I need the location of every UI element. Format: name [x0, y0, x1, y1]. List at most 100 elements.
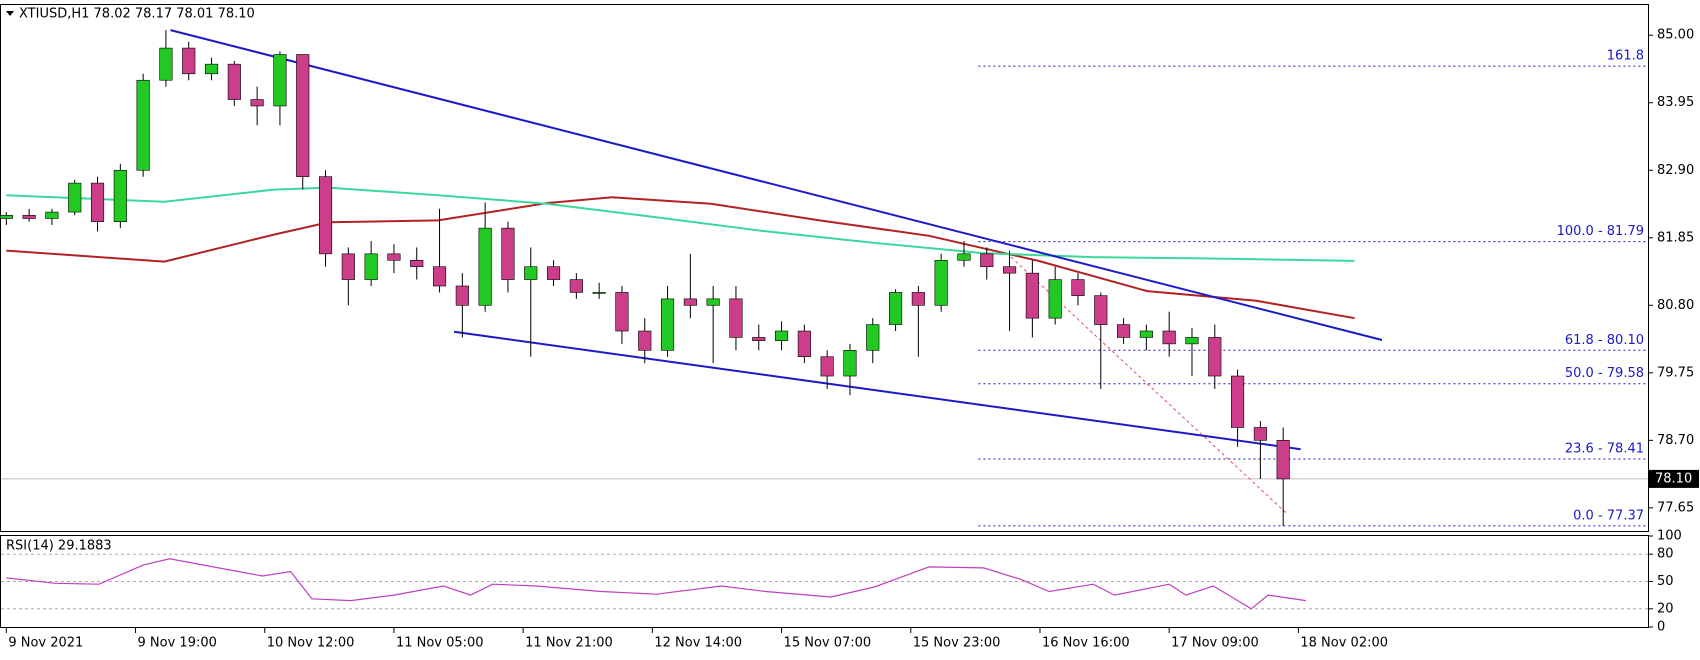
- y-tick-label: 85.00: [1657, 28, 1694, 43]
- y-tick-label: 78.70: [1657, 433, 1694, 448]
- candle-body: [296, 54, 310, 177]
- candle-body: [273, 54, 287, 107]
- candle-body: [820, 356, 834, 377]
- candle-body: [638, 330, 652, 351]
- candle-body: [0, 214, 13, 219]
- candle-body: [524, 266, 538, 280]
- candle-body: [364, 253, 378, 280]
- fib-label: 100.0 - 81.79: [1557, 224, 1644, 239]
- candle-body: [592, 292, 606, 294]
- candle-body: [774, 330, 789, 341]
- candle-body: [22, 214, 36, 219]
- price-panel-frame: [0, 4, 1649, 532]
- candle-body: [1094, 295, 1108, 325]
- candle-body: [752, 337, 766, 341]
- candle-body: [1025, 272, 1039, 319]
- rsi-tick-label: 50: [1657, 574, 1674, 589]
- candle-body: [546, 266, 561, 280]
- candle-body: [341, 253, 355, 280]
- candle-body: [1208, 337, 1222, 377]
- rsi-title: RSI(14) 29.1883: [6, 539, 112, 554]
- candle-body: [45, 211, 59, 219]
- last-price-box: [1649, 469, 1699, 488]
- candle-body: [182, 47, 196, 75]
- candle-body: [455, 285, 469, 306]
- fib-label: 50.0 - 79.58: [1565, 366, 1644, 381]
- candle-body: [797, 330, 811, 358]
- moving-average: [6, 196, 1355, 320]
- x-tick-label: 11 Nov 21:00: [525, 636, 613, 651]
- candle-body: [843, 350, 857, 377]
- x-tick-label: 9 Nov 19:00: [138, 636, 217, 651]
- candle-body: [1071, 279, 1085, 296]
- candle-body: [615, 292, 629, 332]
- candle-body: [136, 79, 150, 171]
- fib-label: 161.8: [1607, 49, 1644, 64]
- y-tick-label: 80.80: [1657, 298, 1694, 313]
- candle-body: [866, 324, 880, 351]
- candle-body: [911, 292, 925, 306]
- y-tick-label: 83.95: [1657, 95, 1694, 110]
- candle-body: [1253, 427, 1267, 441]
- x-tick-label: 17 Nov 09:00: [1171, 636, 1259, 651]
- candle-body: [934, 259, 948, 306]
- candle-body: [1162, 330, 1176, 345]
- trendline: [453, 330, 1301, 451]
- candle-body: [227, 63, 241, 100]
- candle-body: [1276, 440, 1290, 480]
- candle-body: [387, 253, 401, 261]
- x-tick-label: 16 Nov 16:00: [1042, 636, 1130, 651]
- fib-label: 0.0 - 77.37: [1573, 508, 1644, 523]
- candle-body: [729, 298, 743, 338]
- x-tick-label: 11 Nov 05:00: [396, 636, 484, 651]
- candle-body: [1231, 375, 1245, 428]
- candle-body: [90, 182, 105, 223]
- candle-body: [318, 176, 333, 255]
- candle-body: [432, 266, 447, 287]
- candle-body: [113, 169, 127, 223]
- rsi-tick-label: 80: [1657, 547, 1674, 562]
- rsi-tick-label: 20: [1657, 601, 1674, 616]
- y-tick-label: 81.85: [1657, 230, 1694, 245]
- candle-body: [706, 298, 720, 306]
- y-tick-label: 79.75: [1657, 365, 1694, 380]
- candle-body: [204, 63, 219, 75]
- rsi-line: [6, 558, 1307, 610]
- candle-body: [501, 227, 515, 280]
- candle-body: [1185, 337, 1199, 345]
- candle-body: [68, 182, 82, 213]
- fib-label: 61.8 - 80.10: [1565, 333, 1644, 348]
- candle-body: [1117, 324, 1131, 338]
- x-tick-label: 15 Nov 07:00: [784, 636, 872, 651]
- candle-body: [1002, 266, 1017, 274]
- candle-body: [1139, 330, 1153, 338]
- candle-body: [159, 47, 173, 81]
- candle-body: [569, 279, 583, 293]
- candle-body: [980, 253, 994, 268]
- last-price-label: 78.10: [1655, 471, 1692, 486]
- candle-body: [410, 259, 424, 268]
- trendline: [170, 29, 1383, 341]
- chart-title: XTIUSD,H1 78.02 78.17 78.01 78.10: [19, 7, 255, 22]
- fib-label: 23.6 - 78.41: [1565, 441, 1644, 456]
- x-tick-label: 18 Nov 02:00: [1300, 636, 1388, 651]
- symbol-marker: [6, 11, 14, 16]
- x-tick-label: 15 Nov 23:00: [913, 636, 1001, 651]
- candle-body: [1048, 279, 1062, 319]
- rsi-tick-label: 100: [1657, 529, 1682, 544]
- candle-body: [478, 227, 492, 306]
- x-tick-label: 12 Nov 14:00: [654, 636, 742, 651]
- y-tick-label: 77.65: [1657, 500, 1694, 515]
- y-tick-label: 82.90: [1657, 163, 1694, 178]
- rsi-tick-label: 0: [1657, 620, 1665, 635]
- candle-body: [683, 298, 697, 306]
- candle-body: [957, 253, 971, 261]
- moving-average: [6, 186, 1355, 262]
- candle-body: [888, 292, 903, 325]
- candle-body: [660, 298, 675, 351]
- x-tick-label: 9 Nov 2021: [8, 636, 83, 651]
- x-tick-label: 10 Nov 12:00: [267, 636, 355, 651]
- candle-body: [250, 99, 264, 107]
